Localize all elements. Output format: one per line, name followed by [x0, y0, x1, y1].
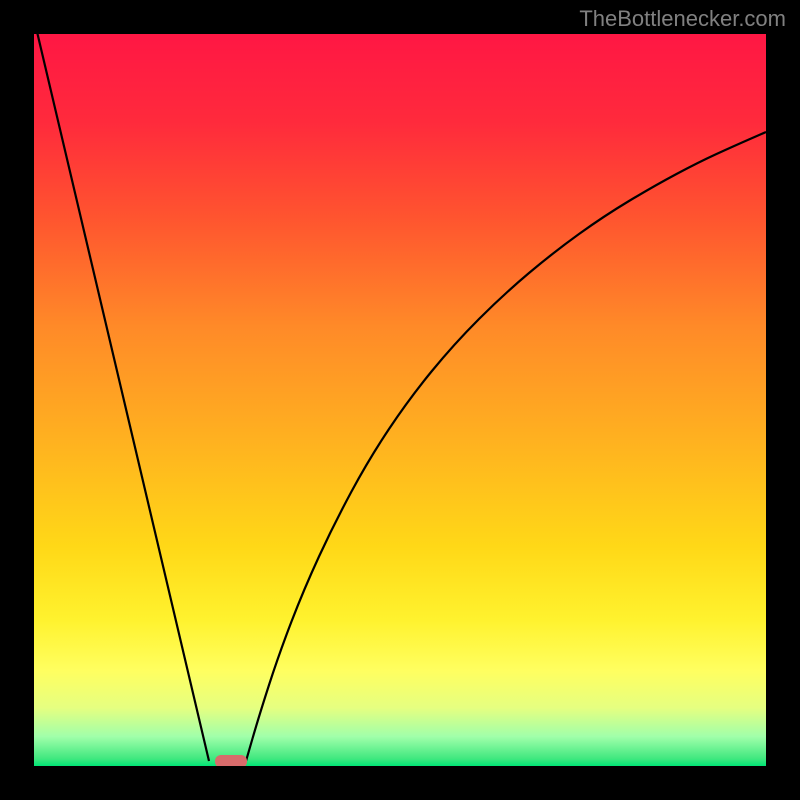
plot-area	[34, 34, 766, 766]
left-descent-line	[34, 34, 209, 761]
watermark-text: TheBottlenecker.com	[579, 6, 786, 32]
bottleneck-curves	[34, 34, 766, 766]
bottleneck-marker	[215, 755, 247, 766]
chart-frame: TheBottlenecker.com	[0, 0, 800, 800]
right-ascent-curve	[246, 132, 766, 761]
